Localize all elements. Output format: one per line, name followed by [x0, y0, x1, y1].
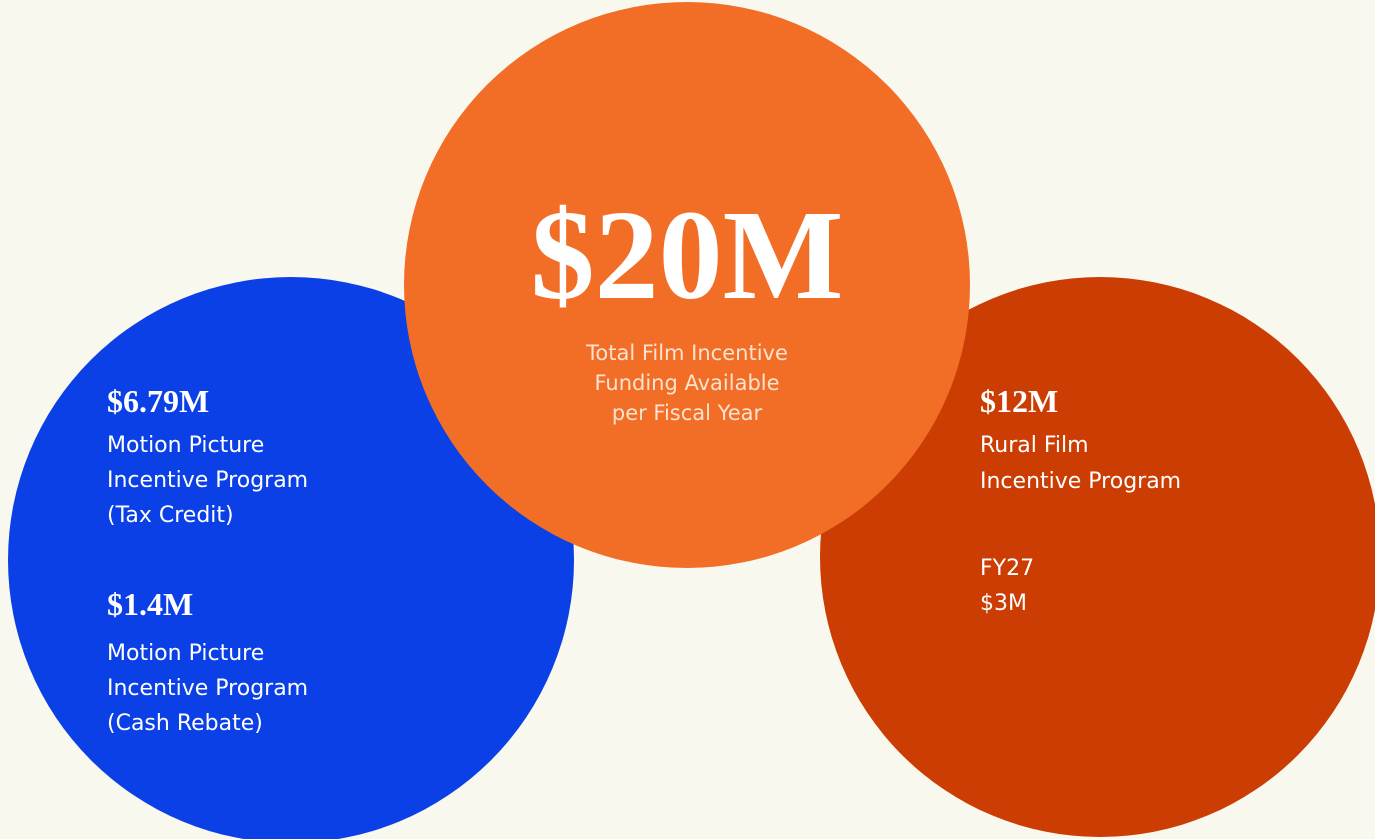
note-label: FY27 — [980, 556, 1034, 581]
program-amount: $6.79M — [107, 383, 209, 419]
program-description: Incentive Program — [107, 468, 308, 493]
program-amount: $1.4M — [107, 586, 193, 622]
program-description: Incentive Program — [107, 676, 308, 701]
center-description: Total Film Incentive — [585, 341, 788, 365]
program-description: (Cash Rebate) — [107, 711, 263, 736]
center-amount: $20M — [531, 184, 844, 326]
center-circle — [404, 2, 970, 568]
right-circle — [820, 277, 1375, 837]
program-description: Rural Film — [980, 433, 1089, 458]
left-circle — [8, 277, 574, 839]
program-description: Incentive Program — [980, 469, 1181, 494]
program-description: Motion Picture — [107, 641, 264, 666]
center-description: per Fiscal Year — [612, 401, 763, 425]
program-description: Motion Picture — [107, 433, 264, 458]
center-description: Funding Available — [594, 371, 779, 395]
note-value: $3M — [980, 591, 1027, 616]
program-description: (Tax Credit) — [107, 503, 234, 528]
program-amount: $12M — [980, 383, 1058, 419]
